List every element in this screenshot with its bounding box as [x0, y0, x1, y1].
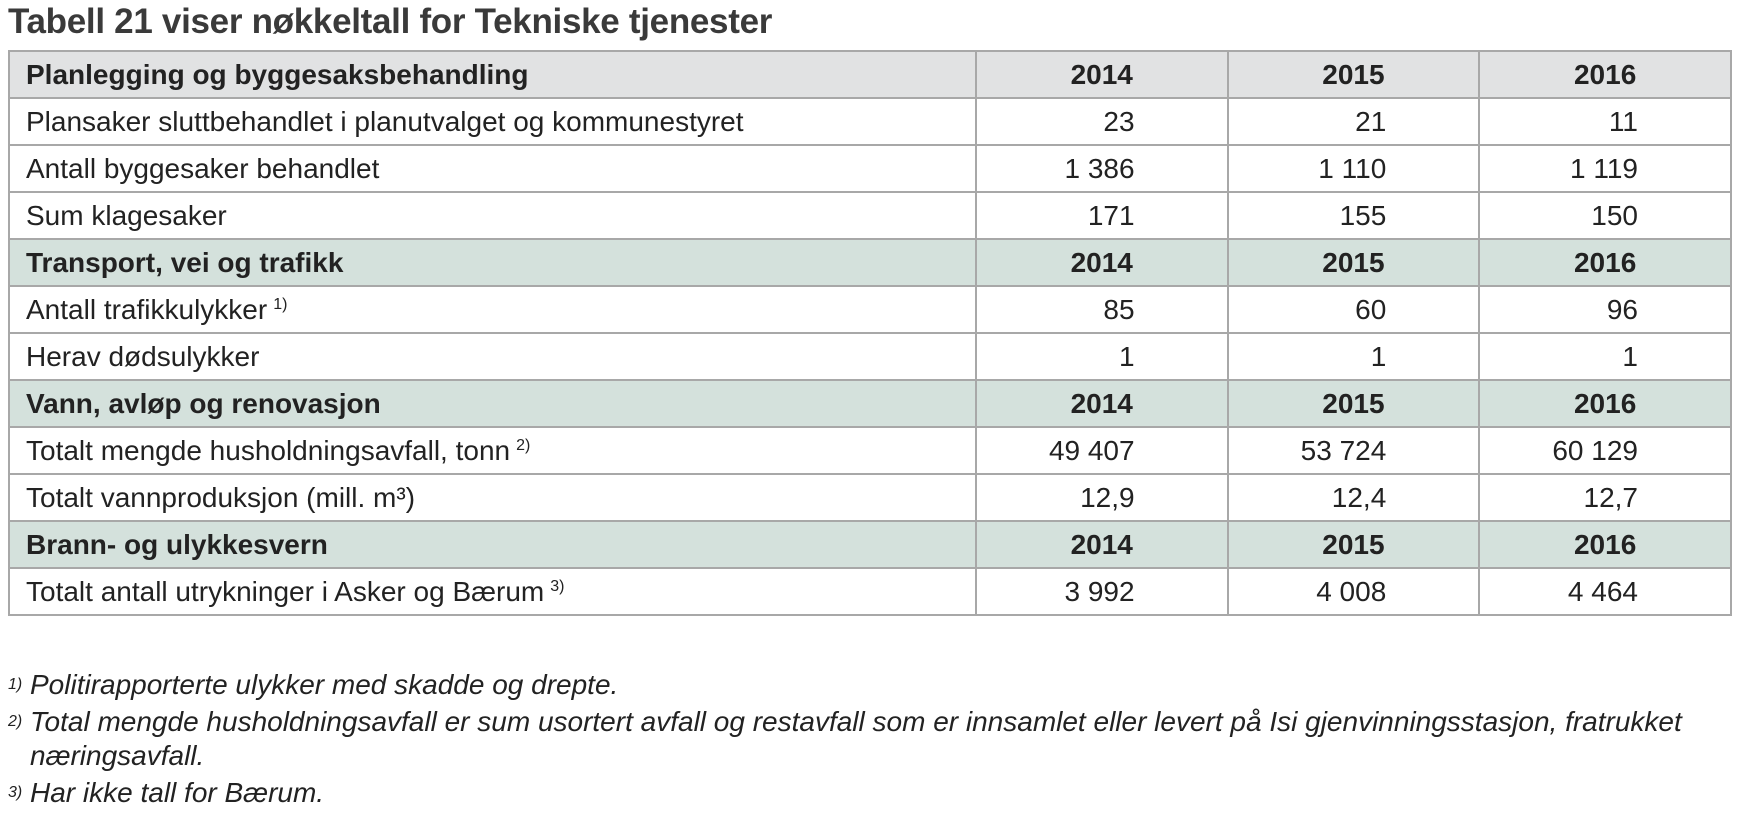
key-figures-table: Planlegging og byggesaksbehandling 2014 20…	[8, 50, 1732, 616]
section-header-row: Transport, vei og trafikk 2014 2015 2016	[8, 238, 1732, 287]
footnote-marker: 2)	[8, 713, 23, 730]
value-cell: 1	[974, 332, 1229, 381]
value-cell: 155	[1226, 191, 1481, 240]
value-cell: 96	[1478, 285, 1732, 334]
data-row: Totalt mengde husholdningsavfall, tonn 2)…	[8, 426, 1732, 475]
data-row: Sum klagesaker 171 155 150	[8, 191, 1732, 240]
data-row: Plansaker sluttbehandlet i planutvalget …	[8, 97, 1732, 146]
row-label: Totalt antall utrykninger i Asker og Bær…	[26, 575, 545, 607]
section-header-row: Planlegging og byggesaksbehandling 2014 20…	[8, 50, 1732, 99]
data-row: Antall byggesaker behandlet 1 386 1 110 1 1…	[8, 144, 1732, 193]
section-title: Vann, avløp og renovasjon	[8, 379, 977, 428]
footnote: 2) Total mengde husholdningsavfall er sum…	[8, 705, 1708, 773]
value-cell: 1 110	[1226, 144, 1481, 193]
year-header: 2016	[1478, 379, 1732, 428]
year-header: 2015	[1226, 238, 1481, 287]
table-title: Tabell 21 viser nøkkeltall for Tekniske …	[8, 2, 773, 41]
row-label: Totalt vannproduksjon (mill. m³)	[26, 481, 416, 513]
footnote: 1) Politirapporterte ulykker med skadde o…	[8, 668, 1708, 702]
value-cell: 60 129	[1478, 426, 1732, 475]
footnote-text: Har ikke tall for Bærum.	[30, 777, 325, 808]
row-label: Herav dødsulykker	[26, 340, 260, 372]
value-cell: 53 724	[1226, 426, 1481, 475]
data-row: Herav dødsulykker 1 1 1	[8, 332, 1732, 381]
year-header: 2015	[1226, 379, 1481, 428]
data-row: Totalt antall utrykninger i Asker og Bær…	[8, 567, 1732, 616]
row-label-cell: Antall byggesaker behandlet	[8, 144, 977, 193]
value-cell: 1	[1226, 332, 1481, 381]
row-label-cell: Sum klagesaker	[8, 191, 977, 240]
data-row: Antall trafikkulykker 1) 85 60 96	[8, 285, 1732, 334]
year-header: 2016	[1478, 50, 1732, 99]
row-label-cell: Totalt mengde husholdningsavfall, tonn 2)	[8, 426, 977, 475]
row-label: Totalt mengde husholdningsavfall, tonn	[26, 434, 511, 466]
value-cell: 12,7	[1478, 473, 1732, 522]
footnotes: 1) Politirapporterte ulykker med skadde o…	[8, 668, 1708, 813]
data-row: Totalt vannproduksjon (mill. m³) 12,9 12,4…	[8, 473, 1732, 522]
value-cell: 21	[1226, 97, 1481, 146]
year-header: 2014	[974, 520, 1229, 569]
value-cell: 4 008	[1226, 567, 1481, 616]
footnote-marker: 3)	[8, 784, 23, 801]
footnote-text: Total mengde husholdningsavfall er sum u…	[30, 706, 1682, 771]
value-cell: 12,9	[974, 473, 1229, 522]
year-header: 2014	[974, 238, 1229, 287]
value-cell: 150	[1478, 191, 1732, 240]
value-cell: 1 119	[1478, 144, 1732, 193]
value-cell: 85	[974, 285, 1229, 334]
value-cell: 23	[974, 97, 1229, 146]
footnote-text: Politirapporterte ulykker med skadde og …	[30, 669, 619, 700]
row-label: Sum klagesaker	[26, 199, 227, 231]
row-label-cell: Totalt antall utrykninger i Asker og Bær…	[8, 567, 977, 616]
footnote: 3) Har ikke tall for Bærum.	[8, 776, 1708, 810]
year-header: 2014	[974, 50, 1229, 99]
row-label-cell: Antall trafikkulykker 1)	[8, 285, 977, 334]
section-title: Brann- og ulykkesvern	[8, 520, 977, 569]
value-cell: 12,4	[1226, 473, 1481, 522]
section-title: Transport, vei og trafikk	[8, 238, 977, 287]
footnote-ref: 3)	[550, 577, 565, 595]
row-label: Antall trafikkulykker	[26, 293, 268, 325]
section-header-row: Vann, avløp og renovasjon 2014 2015 2016	[8, 379, 1732, 428]
year-header: 2016	[1478, 520, 1732, 569]
value-cell: 11	[1478, 97, 1732, 146]
value-cell: 60	[1226, 285, 1481, 334]
value-cell: 1 386	[974, 144, 1229, 193]
year-header: 2015	[1226, 50, 1481, 99]
year-header: 2016	[1478, 238, 1732, 287]
row-label: Plansaker sluttbehandlet i planutvalget …	[26, 105, 744, 137]
footnote-ref: 2)	[516, 436, 531, 454]
footnote-ref: 1)	[273, 295, 288, 313]
value-cell: 1	[1478, 332, 1732, 381]
value-cell: 171	[974, 191, 1229, 240]
footnote-marker: 1)	[8, 676, 23, 693]
year-header: 2015	[1226, 520, 1481, 569]
row-label: Antall byggesaker behandlet	[26, 152, 380, 184]
value-cell: 4 464	[1478, 567, 1732, 616]
value-cell: 49 407	[974, 426, 1229, 475]
value-cell: 3 992	[974, 567, 1229, 616]
row-label-cell: Totalt vannproduksjon (mill. m³)	[8, 473, 977, 522]
year-header: 2014	[974, 379, 1229, 428]
row-label-cell: Plansaker sluttbehandlet i planutvalget …	[8, 97, 977, 146]
row-label-cell: Herav dødsulykker	[8, 332, 977, 381]
section-title: Planlegging og byggesaksbehandling	[8, 50, 977, 99]
section-header-row: Brann- og ulykkesvern 2014 2015 2016	[8, 520, 1732, 569]
